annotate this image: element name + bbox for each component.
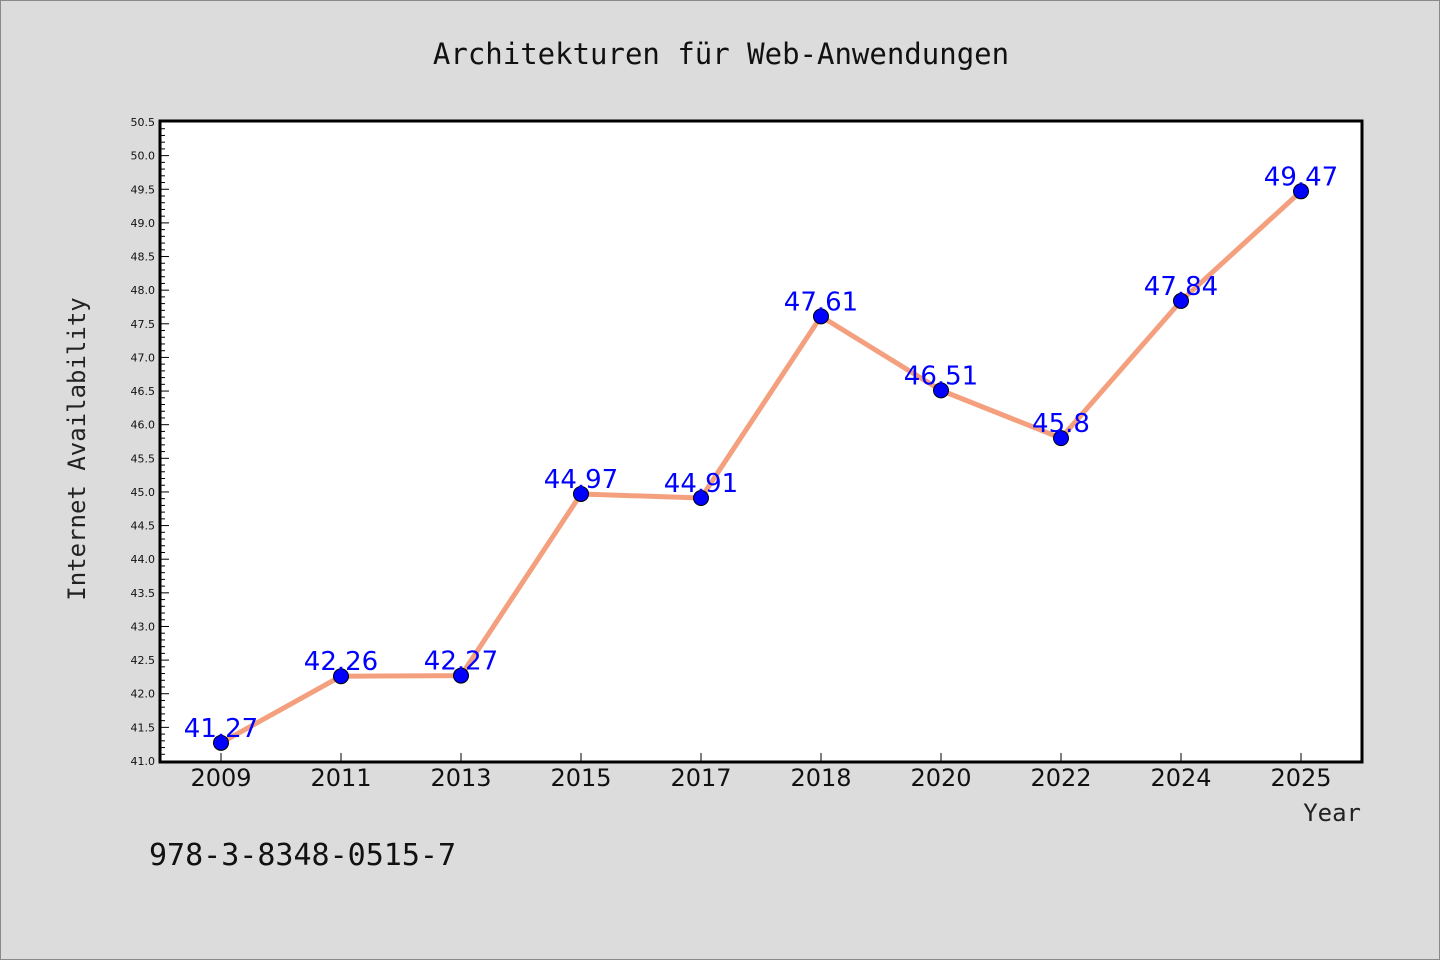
- data-point: [933, 382, 949, 399]
- data-point: [1293, 183, 1309, 200]
- x-tick-label: 2024: [1150, 764, 1211, 792]
- y-tick-label: 45.5: [131, 452, 156, 465]
- data-label: 44.97: [544, 465, 618, 495]
- y-tick-label: 49.0: [131, 217, 156, 230]
- x-tick-label: 2013: [430, 764, 491, 792]
- y-tick-label: 41.0: [131, 755, 156, 768]
- data-point: [1053, 430, 1069, 447]
- y-tick-label: 43.5: [131, 587, 156, 600]
- data-point: [333, 668, 349, 685]
- x-tick-label: 2022: [1030, 764, 1091, 792]
- x-axis-ticks: 2009 2011 2013 2015 2017 2018 2020 2022 2024 2025: [190, 753, 1332, 792]
- x-tick-label: 2017: [670, 764, 731, 792]
- y-axis-label: Internet Availability: [63, 297, 91, 600]
- y-tick-label: 50.5: [131, 116, 156, 129]
- x-tick-label: 2020: [910, 764, 971, 792]
- x-tick-label: 2015: [550, 764, 611, 792]
- data-label: 49.47: [1264, 162, 1338, 192]
- y-tick-label: 48.0: [131, 284, 156, 297]
- y-tick-label: 46.5: [131, 385, 156, 398]
- y-tick-label: 46.0: [131, 419, 156, 432]
- data-label: 44.91: [664, 469, 738, 499]
- data-point: [1173, 292, 1189, 309]
- y-axis-ticks: 41.0 41.5 42.0 42.5 43.0 43.5 44.0 44.5 45.0 45.5…: [131, 116, 169, 768]
- y-tick-label: 42.0: [131, 688, 156, 701]
- y-tick-label: 44.0: [131, 553, 156, 566]
- data-label: 42.27: [424, 647, 498, 677]
- chart-title: Architekturen für Web-Anwendungen: [433, 37, 1009, 71]
- data-label: 47.61: [784, 287, 858, 317]
- data-label: 42.26: [304, 647, 378, 677]
- series-line-group: [218, 188, 1304, 746]
- x-axis-label: Year: [1303, 799, 1361, 827]
- y-tick-label: 42.5: [131, 654, 156, 667]
- series-line: [218, 188, 1304, 746]
- y-tick-label: 43.0: [131, 620, 156, 633]
- isbn-text: 978-3-8348-0515-7: [149, 838, 456, 873]
- data-label: 46.51: [904, 361, 978, 391]
- x-tick-label: 2025: [1270, 764, 1331, 792]
- y-tick-label: 47.5: [131, 318, 156, 331]
- x-tick-label: 2009: [190, 764, 251, 792]
- y-tick-label: 49.5: [131, 183, 156, 196]
- data-label: 47.84: [1144, 272, 1218, 302]
- data-point: [573, 485, 589, 502]
- y-tick-label: 47.0: [131, 351, 156, 364]
- data-label: 45.8: [1032, 409, 1090, 439]
- y-tick-label: 41.5: [131, 721, 156, 734]
- data-point: [693, 490, 709, 507]
- data-markers: [213, 183, 1309, 751]
- plot-area: [158, 119, 1364, 764]
- data-point: [453, 667, 469, 684]
- y-tick-label: 48.5: [131, 251, 156, 264]
- x-tick-label: 2018: [790, 764, 851, 792]
- y-tick-label: 50.0: [131, 150, 156, 163]
- data-point: [213, 734, 229, 751]
- data-point: [813, 308, 829, 325]
- data-label: 41.27: [184, 714, 258, 744]
- y-tick-label: 44.5: [131, 520, 156, 533]
- x-tick-label: 2011: [310, 764, 371, 792]
- data-labels: 41.27 42.26 42.27 44.97 44.91 47.61 46.51 45.8 4…: [184, 162, 1338, 744]
- y-tick-label: 45.0: [131, 486, 156, 499]
